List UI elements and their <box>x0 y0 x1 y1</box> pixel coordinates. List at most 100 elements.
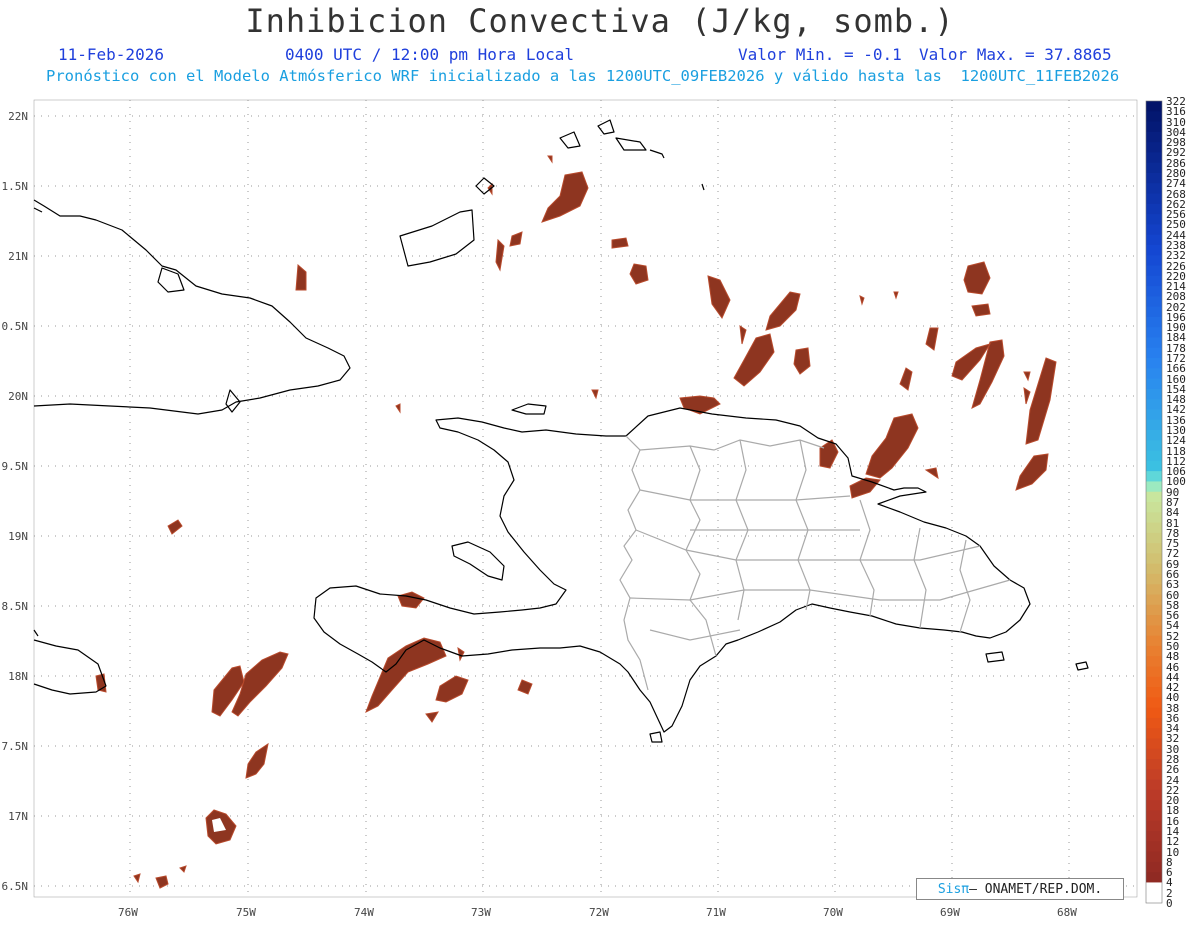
colorbar-tick-label: 42 <box>1166 681 1180 695</box>
colorbar-tick-label: 38 <box>1166 701 1180 715</box>
colorbar-tick-label: 69 <box>1166 557 1180 571</box>
lat-lon-grid <box>34 100 1137 897</box>
min-value-label: Valor Min. = -0.1 <box>738 45 902 64</box>
lon-label-3: 73W <box>471 906 491 919</box>
colorbar-tick-label: 36 <box>1166 711 1180 725</box>
lat-label-11: 6.5N <box>1 880 29 893</box>
colorbar-tick-label: 50 <box>1166 639 1180 653</box>
lat-label-8: 18N <box>8 670 28 683</box>
province-borders <box>619 435 1011 691</box>
colorbar-tick-label: 244 <box>1166 228 1186 242</box>
date-label: 11-Feb-2026 <box>58 45 164 64</box>
lat-label-10: 17N <box>8 810 28 823</box>
lat-label-3: 0.5N <box>1 320 29 333</box>
time-label: 0400 UTC / 12:00 pm Hora Local <box>285 45 574 64</box>
map-frame <box>33 99 1138 898</box>
colorbar-tick-label: 184 <box>1166 331 1186 345</box>
colorbar-tick-label: 220 <box>1166 269 1186 283</box>
colorbar-tick-label: 4 <box>1166 876 1173 890</box>
colorbar-tick-label: 32 <box>1166 732 1180 746</box>
colorbar-tick-label: 238 <box>1166 238 1186 252</box>
colorbar-tick-label: 196 <box>1166 310 1186 324</box>
colorbar-tick-label: 166 <box>1166 362 1186 376</box>
colorbar-tick-label: 118 <box>1166 444 1186 458</box>
colorbar-tick-label: 178 <box>1166 341 1186 355</box>
colorbar-tick-label: 124 <box>1166 434 1186 448</box>
colorbar-tick-label: 262 <box>1166 197 1186 211</box>
colorbar-tick-label: 44 <box>1166 670 1180 684</box>
colorbar-tick-label: 130 <box>1166 424 1186 438</box>
colorbar-tick-label: 256 <box>1166 208 1186 222</box>
colorbar-tick-label: 172 <box>1166 352 1186 366</box>
colorbar-tick-label: 106 <box>1166 465 1186 479</box>
colorbar-tick-label: 10 <box>1166 845 1180 859</box>
colorbar-tick-label: 46 <box>1166 660 1180 674</box>
colorbar-tick-label: 26 <box>1166 763 1180 777</box>
colorbar-tick-label: 72 <box>1166 547 1180 561</box>
colorbar-tick-label: 60 <box>1166 588 1180 602</box>
colorbar-tick-label: 56 <box>1166 609 1180 623</box>
colorbar-tick-label: 12 <box>1166 835 1180 849</box>
cin-shading <box>95 155 1057 889</box>
colorbar-tick-label: 8 <box>1166 855 1173 869</box>
colorbar-tick-label: 66 <box>1166 567 1180 581</box>
lat-label-2: 21N <box>8 250 28 263</box>
colorbar-tick-label: 2 <box>1166 886 1173 900</box>
colorbar-tick-label: 148 <box>1166 393 1186 407</box>
lon-label-5: 71W <box>706 906 726 919</box>
colorbar-tick-label: 292 <box>1166 146 1186 160</box>
colorbar-tick-label: 322 <box>1166 95 1186 108</box>
colorbar-tick-label: 316 <box>1166 105 1186 119</box>
colorbar-tick-label: 18 <box>1166 804 1180 818</box>
colorbar-tick-label: 14 <box>1166 825 1180 839</box>
credit-box: Sisπ – ONAMET/REP.DOM. <box>916 878 1124 900</box>
lat-label-4: 20N <box>8 390 28 403</box>
colorbar-tick-label: 190 <box>1166 321 1186 335</box>
lat-label-0: 22N <box>8 110 28 123</box>
colorbar-tick-label: 81 <box>1166 516 1180 530</box>
lon-label-2: 74W <box>354 906 374 919</box>
colorbar-tick-label: 58 <box>1166 598 1180 612</box>
lat-label-7: 8.5N <box>1 600 29 613</box>
coastlines <box>33 119 1089 743</box>
colorbar-tick-label: 112 <box>1166 454 1186 468</box>
lat-label-9: 7.5N <box>1 740 29 753</box>
colorbar-tick-label: 310 <box>1166 115 1186 129</box>
colorbar-tick-label: 280 <box>1166 166 1186 180</box>
colorbar-tick-label: 154 <box>1166 382 1186 396</box>
colorbar-tick-label: 274 <box>1166 177 1186 191</box>
colorbar-tick-label: 268 <box>1166 187 1186 201</box>
lon-label-4: 72W <box>589 906 609 919</box>
colorbar-tick-label: 24 <box>1166 773 1180 787</box>
lat-label-6: 19N <box>8 530 28 543</box>
lon-label-6: 70W <box>823 906 843 919</box>
colorbar-tick-label: 286 <box>1166 156 1186 170</box>
forecast-info: Pronóstico con el Modelo Atmósferico WRF… <box>46 67 1120 85</box>
colorbar-tick-label: 22 <box>1166 783 1180 797</box>
colorbar-tick-label: 28 <box>1166 753 1180 767</box>
colorbar-tick-label: 226 <box>1166 259 1186 273</box>
colorbar-tick-label: 78 <box>1166 526 1180 540</box>
colorbar-tick-label: 304 <box>1166 125 1186 139</box>
colorbar-tick-label: 40 <box>1166 691 1180 705</box>
colorbar-tick-label: 34 <box>1166 722 1180 736</box>
colorbar-tick-label: 63 <box>1166 578 1180 592</box>
colorbar-tick-label: 214 <box>1166 280 1186 294</box>
colorbar-tick-label: 48 <box>1166 650 1180 664</box>
lon-label-0: 76W <box>118 906 138 919</box>
colorbar-tick-label: 87 <box>1166 496 1180 509</box>
colorbar-tick-label: 136 <box>1166 413 1186 427</box>
colorbar-tick-label: 84 <box>1166 506 1180 520</box>
colorbar-tick-label: 30 <box>1166 742 1180 756</box>
lon-label-7: 69W <box>940 906 960 919</box>
colorbar-tick-label: 0 <box>1166 897 1173 910</box>
colorbar-tick-label: 16 <box>1166 814 1180 828</box>
credit-sis: Sisπ <box>937 881 970 897</box>
max-value-label: Valor Max. = 37.8865 <box>919 45 1112 64</box>
lat-label-5: 9.5N <box>1 460 29 473</box>
colorbar-tick-label: 208 <box>1166 290 1186 304</box>
colorbar-tick-label: 142 <box>1166 403 1186 417</box>
colorbar-tick-label: 20 <box>1166 794 1180 808</box>
colorbar-tick-label: 100 <box>1166 475 1186 489</box>
